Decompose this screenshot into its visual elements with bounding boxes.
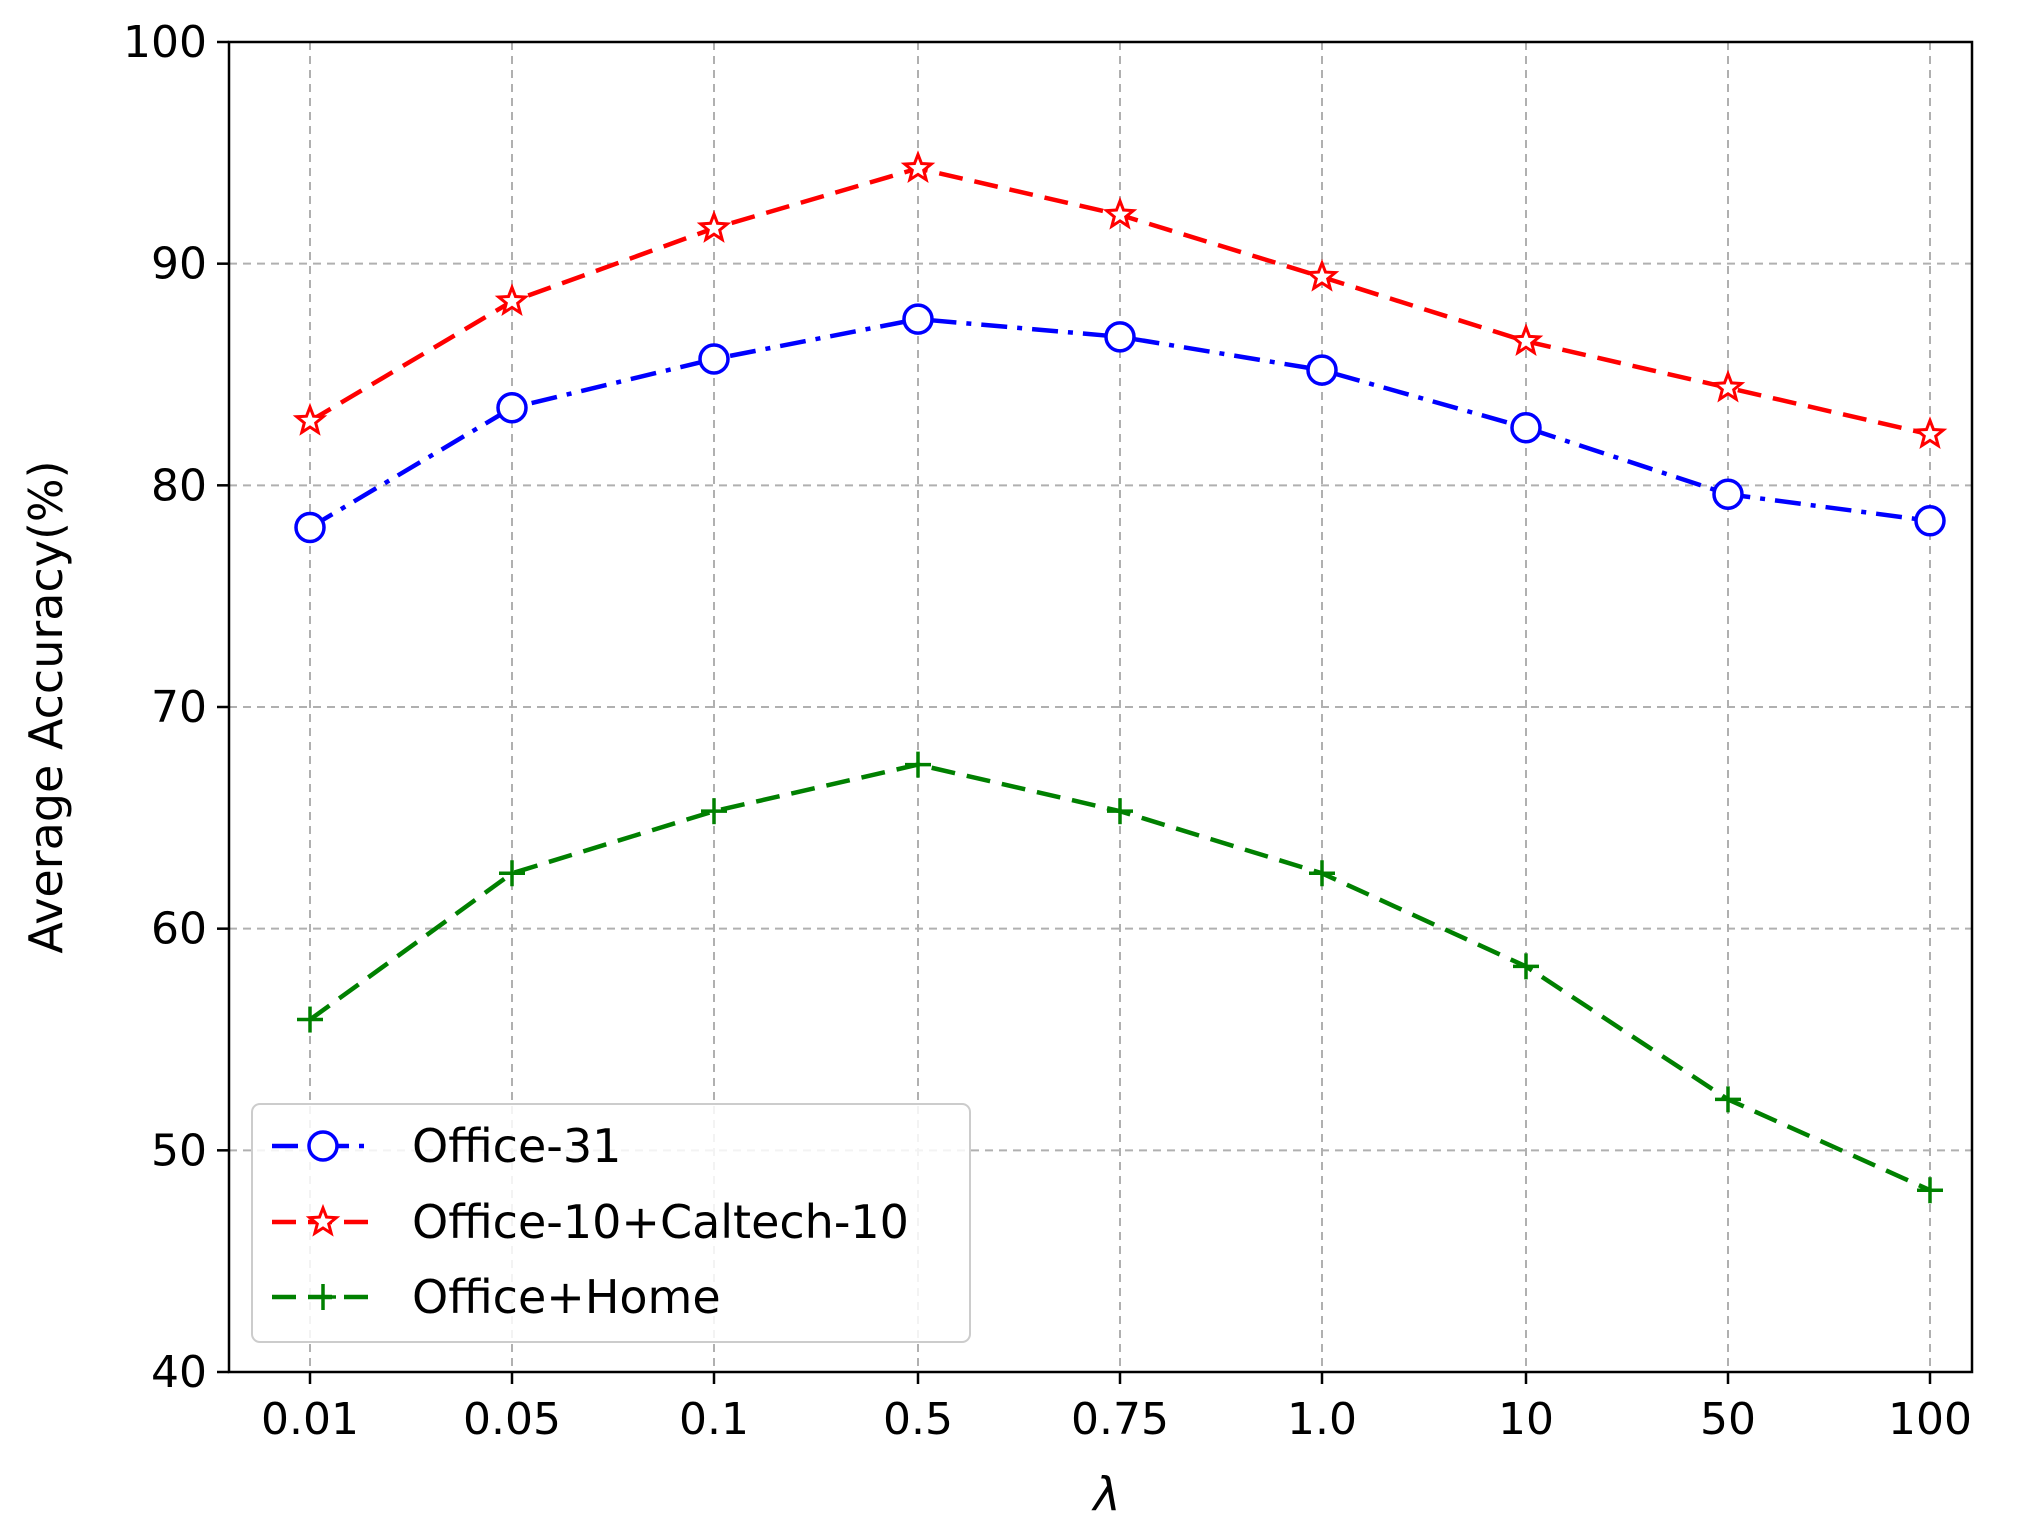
data-point — [1309, 860, 1335, 887]
legend-marker — [310, 1284, 336, 1310]
data-point — [1715, 1086, 1741, 1113]
data-point — [1912, 416, 1948, 450]
x-tick-label: 0.75 — [1071, 1394, 1169, 1445]
y-tick-label: 50 — [151, 1125, 207, 1176]
data-point — [297, 1006, 323, 1033]
data-point — [1508, 323, 1544, 356]
data-point — [696, 210, 732, 243]
y-tick-label: 100 — [123, 17, 207, 68]
data-point — [496, 392, 528, 424]
legend-box — [251, 1103, 971, 1343]
data-point — [1917, 1177, 1943, 1204]
y-tick-label: 40 — [151, 1347, 207, 1398]
x-axis-label: λ — [1090, 1467, 1120, 1521]
legend-marker — [305, 1203, 341, 1237]
y-axis-label: Average Accuracy(%) — [19, 460, 73, 953]
y-tick-label: 60 — [151, 904, 207, 955]
data-point — [900, 150, 936, 184]
data-point — [1914, 505, 1946, 537]
data-point — [698, 343, 730, 375]
y-tick-label: 70 — [151, 682, 207, 733]
legend-entry: Office+Home — [272, 1270, 721, 1324]
x-tick-label: 0.05 — [463, 1394, 561, 1445]
data-point — [494, 283, 530, 317]
y-tick-label: 80 — [151, 460, 207, 511]
data-point — [1306, 354, 1338, 386]
legend-label: Office+Home — [412, 1270, 721, 1324]
legend-marker — [307, 1130, 339, 1162]
legend: Office-31 Office-10+Caltech-10 Office+Home — [251, 1103, 971, 1343]
series-1 — [294, 303, 1946, 544]
legend-label: Office-31 — [412, 1119, 621, 1173]
legend-label: Office-10+Caltech-10 — [412, 1195, 909, 1249]
x-tick-label: 100 — [1888, 1394, 1972, 1445]
x-tick-label: 0.5 — [883, 1394, 953, 1445]
series-group — [292, 150, 1948, 1204]
data-point — [292, 402, 328, 436]
data-point — [499, 860, 525, 887]
y-tick-label: 90 — [151, 239, 207, 290]
data-point — [701, 798, 727, 825]
data-point — [1513, 953, 1539, 980]
series-3 — [297, 751, 1943, 1204]
data-point — [294, 511, 326, 544]
data-point — [1107, 798, 1133, 825]
data-point — [1712, 478, 1744, 510]
data-point — [905, 751, 931, 778]
x-tick-label: 1.0 — [1287, 1394, 1357, 1445]
series-2 — [292, 150, 1948, 450]
x-tick-label: 0.1 — [679, 1394, 749, 1445]
x-tick-label: 0.01 — [261, 1394, 359, 1445]
data-point — [1710, 369, 1746, 403]
x-tick-label: 50 — [1700, 1394, 1756, 1445]
data-point — [1104, 321, 1136, 353]
legend-entry: Office-31 — [272, 1119, 621, 1173]
data-point — [902, 303, 934, 335]
axes: 0.01 0.05 0.1 0.5 0.75 1.0 10 50 100 40 50 60 70 80 90… — [123, 17, 1972, 1445]
data-point — [1102, 196, 1138, 230]
x-tick-label: 10 — [1498, 1394, 1554, 1445]
data-point — [1304, 258, 1340, 292]
legend-entry: Office-10+Caltech-10 — [272, 1195, 909, 1249]
data-point — [1510, 411, 1542, 444]
